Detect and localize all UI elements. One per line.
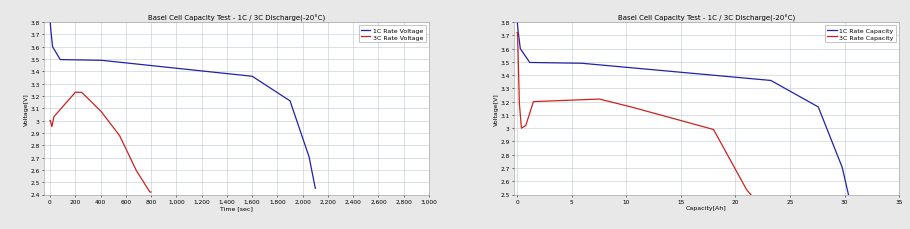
3C Rate Voltage [57, 106, 68, 109]
X-axis label: Time [sec]: Time [sec] [220, 205, 253, 210]
3C Rate Capacity [698, 126, 709, 129]
3C Rate Capacity [524, 113, 535, 116]
3C Rate Capacity [511, 32, 522, 35]
Y-axis label: Voltage[V]: Voltage[V] [24, 93, 29, 125]
1C Rate Voltage [278, 96, 289, 99]
Legend: 1C Rate Voltage, 3C Rate Voltage: 1C Rate Voltage, 3C Rate Voltage [359, 26, 426, 43]
3C Rate Voltage [104, 121, 115, 124]
3C Rate Voltage [132, 171, 143, 174]
1C Rate Capacity [822, 128, 833, 131]
1C Rate Capacity [742, 77, 753, 80]
Line: 1C Rate Capacity: 1C Rate Capacity [517, 20, 850, 201]
1C Rate Voltage [96, 60, 107, 63]
1C Rate Voltage [309, 187, 320, 190]
Line: 3C Rate Voltage: 3C Rate Voltage [50, 93, 151, 192]
1C Rate Voltage [309, 184, 320, 187]
X-axis label: Capacity[Ah]: Capacity[Ah] [686, 205, 727, 210]
1C Rate Capacity [844, 196, 854, 199]
3C Rate Capacity [752, 201, 763, 204]
3C Rate Voltage [52, 112, 63, 114]
Line: 1C Rate Voltage: 1C Rate Voltage [50, 20, 315, 188]
3C Rate Capacity [642, 111, 653, 114]
1C Rate Capacity [715, 75, 726, 78]
Y-axis label: Voltage[V]: Voltage[V] [494, 93, 499, 125]
Title: Basel Cell Capacity Test - 1C / 3C Discharge(-20°C): Basel Cell Capacity Test - 1C / 3C Disch… [618, 14, 795, 22]
3C Rate Voltage [145, 191, 156, 194]
1C Rate Capacity [804, 102, 815, 104]
Legend: 1C Rate Capacity, 3C Rate Capacity: 1C Rate Capacity, 3C Rate Capacity [824, 26, 896, 43]
3C Rate Capacity [715, 142, 726, 145]
3C Rate Voltage [45, 120, 56, 123]
1C Rate Capacity [576, 63, 587, 65]
3C Rate Voltage [146, 191, 157, 194]
3C Rate Voltage [70, 91, 81, 94]
3C Rate Voltage [109, 128, 120, 131]
1C Rate Capacity [511, 19, 522, 22]
3C Rate Capacity [520, 125, 531, 128]
1C Rate Voltage [291, 120, 302, 123]
Line: 3C Rate Capacity: 3C Rate Capacity [517, 33, 757, 203]
1C Rate Voltage [45, 19, 56, 22]
Title: Basel Cell Capacity Test - 1C / 3C Discharge(-20°C): Basel Cell Capacity Test - 1C / 3C Disch… [147, 14, 325, 22]
3C Rate Capacity [657, 115, 668, 117]
1C Rate Voltage [228, 74, 238, 76]
1C Rate Voltage [207, 71, 218, 74]
3C Rate Voltage [125, 157, 136, 160]
1C Rate Capacity [844, 200, 855, 203]
